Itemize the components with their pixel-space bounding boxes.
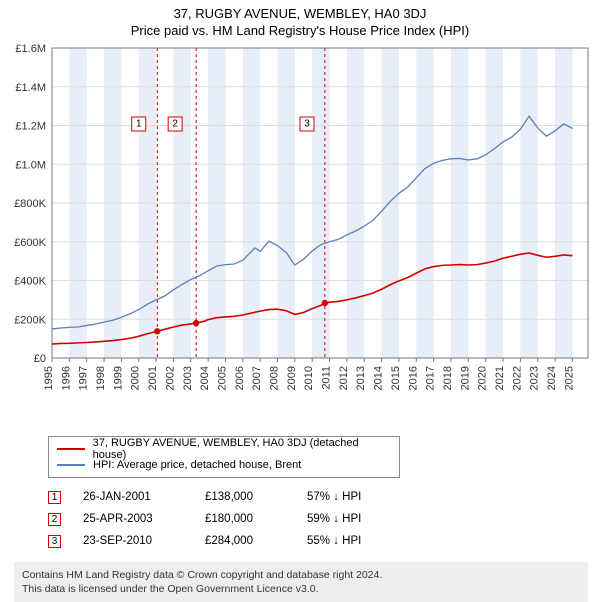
sale-delta: 55% ↓ HPI xyxy=(307,535,397,547)
svg-text:2020: 2020 xyxy=(477,366,489,390)
svg-text:3: 3 xyxy=(304,119,310,130)
svg-text:1996: 1996 xyxy=(60,366,72,390)
sale-price: £284,000 xyxy=(205,535,285,547)
svg-text:£400K: £400K xyxy=(14,276,46,288)
svg-text:2005: 2005 xyxy=(216,366,228,390)
sale-date: 25-APR-2003 xyxy=(83,513,183,525)
svg-text:1: 1 xyxy=(136,119,142,130)
footer-line-2: This data is licensed under the Open Gov… xyxy=(22,582,580,596)
svg-text:2009: 2009 xyxy=(286,366,298,390)
legend-swatch xyxy=(57,464,85,466)
svg-text:£1.4M: £1.4M xyxy=(15,82,46,94)
svg-text:2000: 2000 xyxy=(130,366,142,390)
svg-text:2006: 2006 xyxy=(234,366,246,390)
svg-text:1995: 1995 xyxy=(43,366,55,390)
sale-marker: 2 xyxy=(48,513,61,526)
svg-text:£1.0M: £1.0M xyxy=(15,159,46,171)
svg-text:£1.2M: £1.2M xyxy=(15,121,46,133)
footer-line-1: Contains HM Land Registry data © Crown c… xyxy=(22,568,580,582)
svg-text:2021: 2021 xyxy=(494,366,506,390)
svg-text:2016: 2016 xyxy=(407,366,419,390)
chart-svg: £0 £200K £400K £600K £800K £1.0M £1.2M £1.4M £1.… xyxy=(0,40,600,430)
svg-text:£800K: £800K xyxy=(14,198,46,210)
svg-text:£0: £0 xyxy=(34,353,46,365)
chart-area: £0 £200K £400K £600K £800K £1.0M £1.2M £1.4M £1.… xyxy=(0,40,600,430)
svg-text:£600K: £600K xyxy=(14,237,46,249)
svg-text:2022: 2022 xyxy=(511,366,523,390)
svg-text:2015: 2015 xyxy=(390,366,402,390)
svg-text:2014: 2014 xyxy=(373,366,385,390)
svg-text:2013: 2013 xyxy=(355,366,367,390)
chart-subtitle: Price paid vs. HM Land Registry's House … xyxy=(0,23,600,38)
svg-text:2008: 2008 xyxy=(269,366,281,390)
svg-text:1997: 1997 xyxy=(78,366,90,390)
svg-text:2002: 2002 xyxy=(164,366,176,390)
sale-marker: 1 xyxy=(48,491,61,504)
legend-label: HPI: Average price, detached house, Bren… xyxy=(93,459,301,471)
titles: 37, RUGBY AVENUE, WEMBLEY, HA0 3DJ Price… xyxy=(0,0,600,40)
sale-price: £180,000 xyxy=(205,513,285,525)
sale-row: 1 26-JAN-2001 £138,000 57% ↓ HPI xyxy=(48,486,588,508)
svg-text:2018: 2018 xyxy=(442,366,454,390)
sale-price: £138,000 xyxy=(205,491,285,503)
svg-text:2024: 2024 xyxy=(546,366,558,390)
sale-marker: 3 xyxy=(48,535,61,548)
footer-attribution: Contains HM Land Registry data © Crown c… xyxy=(14,562,588,602)
svg-text:2019: 2019 xyxy=(459,366,471,390)
svg-text:£1.6M: £1.6M xyxy=(15,43,46,55)
svg-text:2025: 2025 xyxy=(563,366,575,390)
svg-text:2: 2 xyxy=(172,119,178,130)
chart-container: { "title": "37, RUGBY AVENUE, WEMBLEY, H… xyxy=(0,0,600,602)
svg-text:2003: 2003 xyxy=(182,366,194,390)
svg-text:2001: 2001 xyxy=(147,366,159,390)
sale-date: 23-SEP-2010 xyxy=(83,535,183,547)
svg-text:2023: 2023 xyxy=(529,366,541,390)
svg-text:1999: 1999 xyxy=(112,366,124,390)
sale-row: 3 23-SEP-2010 £284,000 55% ↓ HPI xyxy=(48,530,588,552)
svg-text:1998: 1998 xyxy=(95,366,107,390)
svg-text:2012: 2012 xyxy=(338,366,350,390)
svg-text:2010: 2010 xyxy=(303,366,315,390)
legend-row: 37, RUGBY AVENUE, WEMBLEY, HA0 3DJ (deta… xyxy=(57,441,391,457)
chart-title: 37, RUGBY AVENUE, WEMBLEY, HA0 3DJ xyxy=(0,6,600,21)
svg-text:£200K: £200K xyxy=(14,314,46,326)
sale-delta: 57% ↓ HPI xyxy=(307,491,397,503)
svg-text:2007: 2007 xyxy=(251,366,263,390)
legend: 37, RUGBY AVENUE, WEMBLEY, HA0 3DJ (deta… xyxy=(48,436,400,478)
svg-text:2004: 2004 xyxy=(199,366,211,390)
sale-delta: 59% ↓ HPI xyxy=(307,513,397,525)
legend-swatch xyxy=(57,448,85,450)
sale-row: 2 25-APR-2003 £180,000 59% ↓ HPI xyxy=(48,508,588,530)
svg-text:2017: 2017 xyxy=(425,366,437,390)
sale-date: 26-JAN-2001 xyxy=(83,491,183,503)
legend-label: 37, RUGBY AVENUE, WEMBLEY, HA0 3DJ (deta… xyxy=(93,437,391,461)
svg-text:2011: 2011 xyxy=(321,366,333,390)
sales-table: 1 26-JAN-2001 £138,000 57% ↓ HPI 2 25-APR-200… xyxy=(48,486,588,552)
